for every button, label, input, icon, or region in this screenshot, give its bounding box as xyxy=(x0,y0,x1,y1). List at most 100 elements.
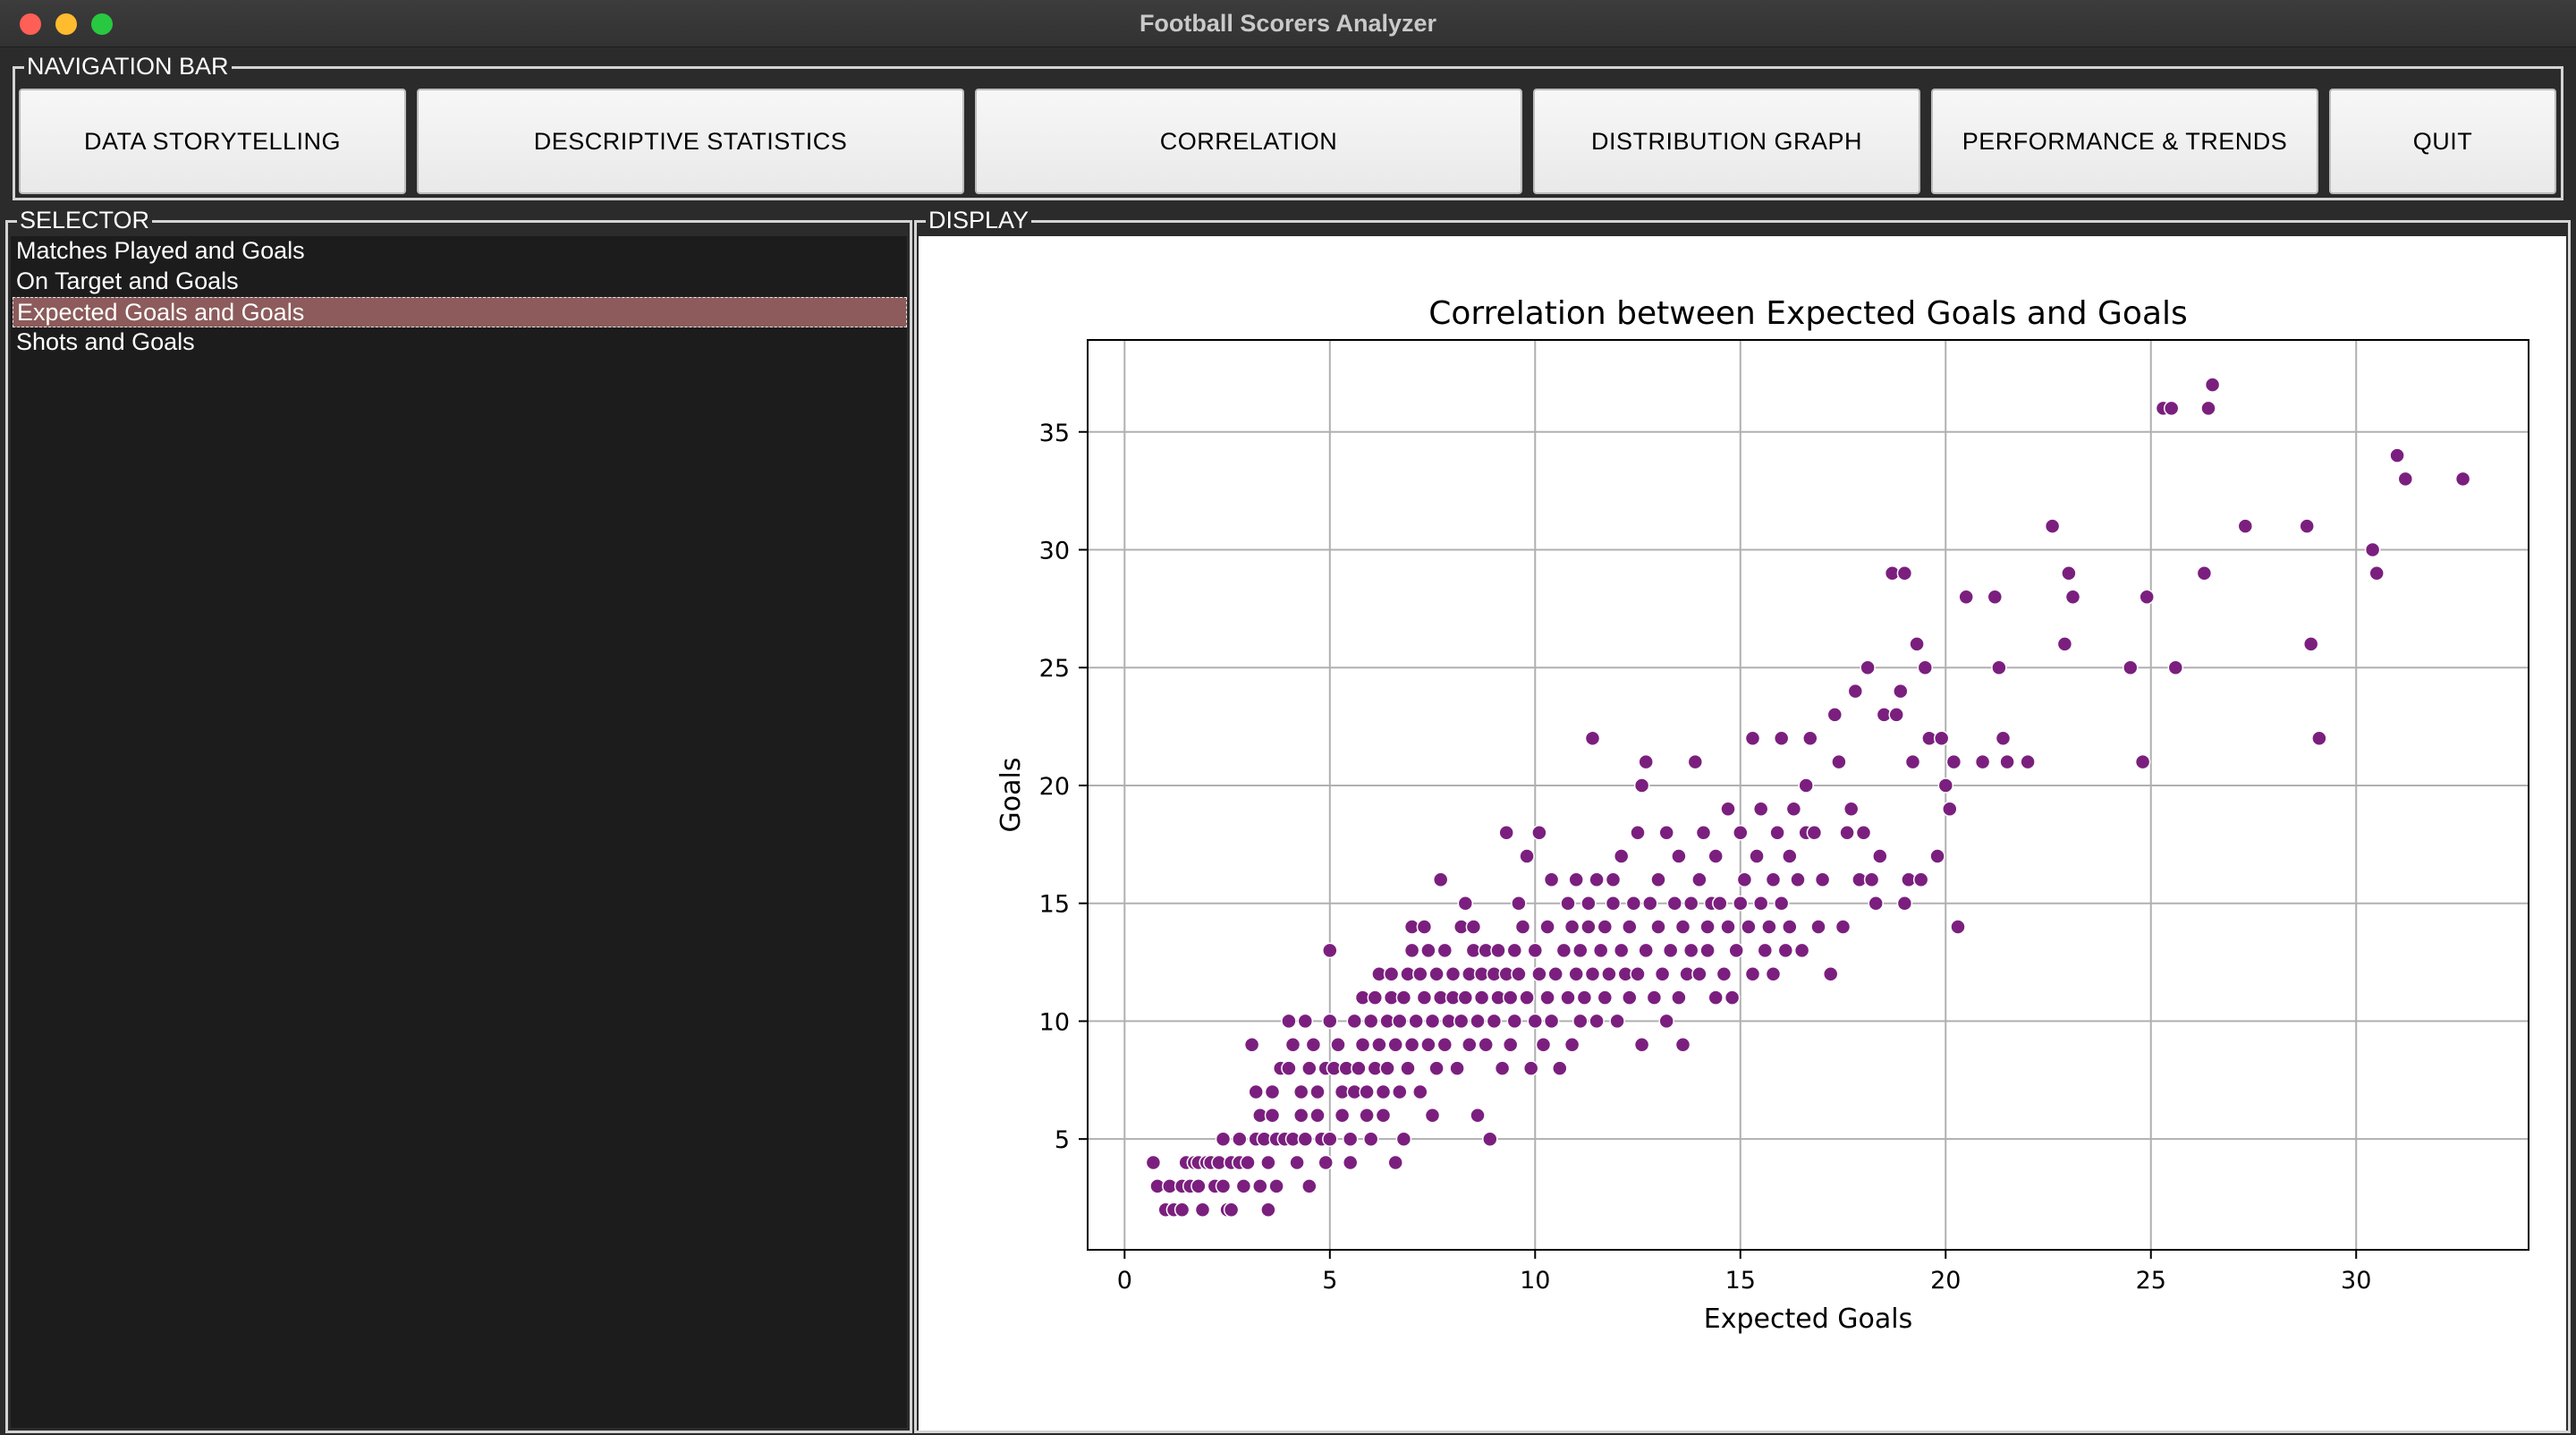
data-point xyxy=(1773,730,1790,747)
data-point xyxy=(1297,1131,1314,1147)
y-axis-label: Goals xyxy=(996,758,1027,833)
data-point xyxy=(1223,1201,1240,1218)
data-point xyxy=(1284,1037,1301,1053)
x-tick-label: 15 xyxy=(1725,1267,1756,1295)
data-point xyxy=(1671,848,1687,864)
data-point xyxy=(1568,871,1584,888)
maximize-window-button[interactable] xyxy=(91,13,113,35)
data-point xyxy=(1896,565,1913,582)
data-point xyxy=(1974,753,1991,770)
data-point xyxy=(1860,659,1876,675)
data-point xyxy=(2368,565,2385,582)
data-point xyxy=(1839,824,1855,841)
data-point xyxy=(1991,659,2007,675)
data-point xyxy=(1342,1154,1359,1171)
performance-trends-button[interactable]: PERFORMANCE & TRENDS xyxy=(1931,89,2318,194)
data-point xyxy=(1847,683,1864,700)
data-point xyxy=(1777,942,1794,959)
minimize-window-button[interactable] xyxy=(55,13,77,35)
data-point xyxy=(1720,919,1736,935)
data-point xyxy=(1457,895,1474,912)
data-point xyxy=(1297,1013,1314,1030)
data-point xyxy=(1589,871,1605,888)
data-point xyxy=(1584,965,1601,982)
x-tick-label: 5 xyxy=(1322,1267,1337,1295)
data-point xyxy=(1728,942,1744,959)
data-point xyxy=(1362,1131,1379,1147)
selector-listbox[interactable]: Matches Played and Goals On Target and G… xyxy=(11,236,907,1428)
data-storytelling-button[interactable]: DATA STORYTELLING xyxy=(19,89,406,194)
data-point xyxy=(1757,942,1774,959)
data-point xyxy=(1408,1013,1424,1030)
data-point xyxy=(1782,848,1798,864)
data-point xyxy=(2311,730,2327,747)
data-point xyxy=(1912,871,1929,888)
correlation-button[interactable]: CORRELATION xyxy=(975,89,1522,194)
data-point xyxy=(2397,471,2414,488)
data-point xyxy=(1383,965,1400,982)
data-point xyxy=(1555,942,1572,959)
quit-button[interactable]: QUIT xyxy=(2329,89,2556,194)
selector-item-expected-goals-goals[interactable]: Expected Goals and Goals xyxy=(13,297,907,327)
data-point xyxy=(1674,1037,1691,1053)
data-point xyxy=(1531,824,1547,841)
data-point xyxy=(1330,1037,1346,1053)
data-point xyxy=(1342,1131,1359,1147)
data-point xyxy=(1831,753,1847,770)
data-point xyxy=(1395,989,1412,1006)
descriptive-statistics-button[interactable]: DESCRIPTIVE STATISTICS xyxy=(417,89,964,194)
data-point xyxy=(1432,871,1449,888)
data-point xyxy=(1695,824,1712,841)
x-tick-label: 25 xyxy=(2136,1267,2166,1295)
navigation-bar: NAVIGATION BAR DATA STORYTELLING DESCRIP… xyxy=(13,53,2563,200)
data-point xyxy=(1240,1154,1256,1171)
data-point xyxy=(1650,871,1666,888)
x-tick-label: 20 xyxy=(1930,1267,1961,1295)
display-panel: DISPLAY 0 5 10 15 20 25 30 5 10 15 20 25 30 35 Correl… xyxy=(914,207,2571,1433)
selector-item-shots-goals[interactable]: Shots and Goals xyxy=(16,328,195,355)
data-point xyxy=(1888,707,1904,723)
data-point xyxy=(1511,965,1527,982)
data-point xyxy=(1638,753,1654,770)
data-point xyxy=(1252,1178,1268,1194)
data-point xyxy=(1322,1131,1338,1147)
data-point xyxy=(1416,919,1433,935)
data-point xyxy=(1289,1154,1305,1171)
data-point xyxy=(1691,871,1707,888)
data-point xyxy=(1379,1060,1395,1076)
selector-panel: SELECTOR Matches Played and Goals On Tar… xyxy=(5,207,912,1433)
data-point xyxy=(1707,989,1724,1006)
data-point xyxy=(1782,919,1798,935)
data-point xyxy=(1658,1013,1674,1030)
close-window-button[interactable] xyxy=(20,13,41,35)
data-point xyxy=(1428,965,1445,982)
data-point xyxy=(1942,801,1958,818)
data-point xyxy=(1674,919,1691,935)
data-point xyxy=(1473,989,1490,1006)
data-point xyxy=(1601,965,1617,982)
data-point xyxy=(1630,824,1646,841)
display-label: DISPLAY xyxy=(926,207,1032,234)
selector-item-on-target-goals[interactable]: On Target and Goals xyxy=(16,267,239,294)
data-point xyxy=(1687,753,1704,770)
data-point xyxy=(1622,989,1638,1006)
data-point xyxy=(1191,1178,1207,1194)
data-point xyxy=(1658,824,1674,841)
data-point xyxy=(1527,942,1544,959)
data-point xyxy=(1539,919,1555,935)
distribution-graph-button[interactable]: DISTRIBUTION GRAPH xyxy=(1533,89,1920,194)
data-point xyxy=(1486,1013,1503,1030)
data-point xyxy=(1502,1037,1519,1053)
data-point xyxy=(1292,1108,1309,1124)
data-point xyxy=(1511,895,1527,912)
data-point xyxy=(1470,1108,1486,1124)
data-point xyxy=(1309,1083,1326,1100)
data-point xyxy=(1305,1037,1322,1053)
data-point xyxy=(1145,1154,1162,1171)
data-point xyxy=(1318,1154,1334,1171)
selector-item-matches-played-goals[interactable]: Matches Played and Goals xyxy=(16,237,305,264)
y-tick-label: 10 xyxy=(1039,1008,1070,1036)
data-point xyxy=(2237,518,2254,534)
chart-points xyxy=(1145,377,2471,1218)
chart-title: Correlation between Expected Goals and G… xyxy=(1428,295,2188,332)
